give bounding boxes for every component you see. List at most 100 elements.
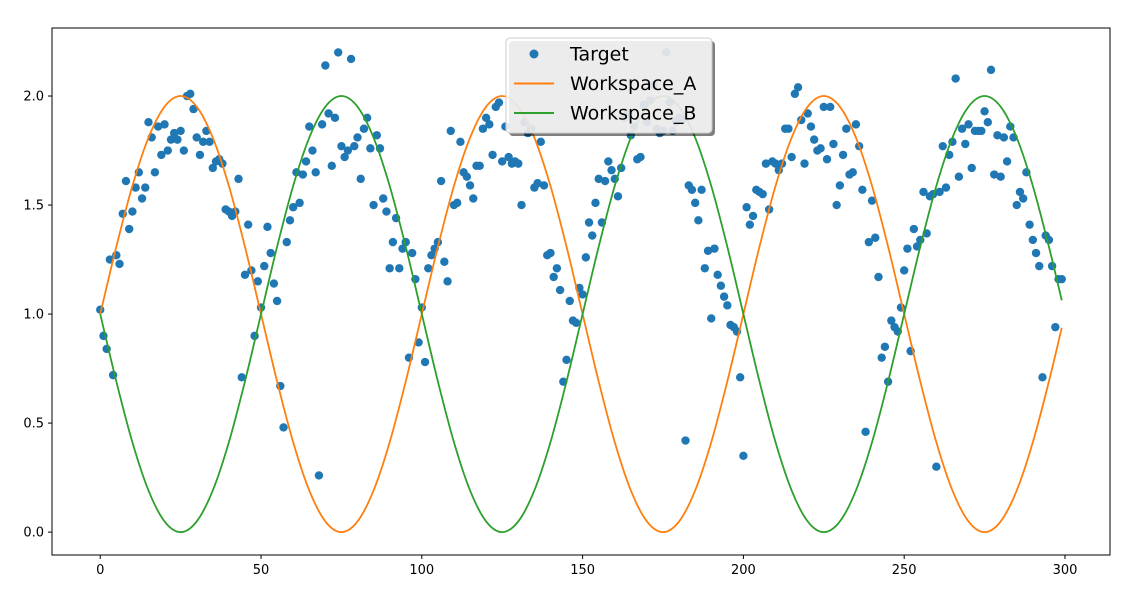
target-point [581,253,591,262]
target-point [334,48,343,57]
target-point [436,176,446,186]
target-point [198,137,208,147]
target-point [517,200,526,210]
target-point [690,198,700,208]
line-workspace-b [99,95,1063,534]
target-point [703,246,713,256]
legend-box [505,37,713,134]
target-point [305,122,314,131]
target-point [935,187,944,197]
target-point [366,144,375,153]
target-point [157,150,166,160]
target-point [514,159,523,168]
legend-marker [529,49,539,59]
target-point [1038,373,1047,382]
target-point [742,203,751,212]
target-point [124,224,134,234]
y-tick-label: 2.0 [23,90,44,105]
target-point [816,144,825,153]
target-point [301,157,311,166]
target-point [427,250,436,260]
target-point [899,266,909,275]
target-point [954,172,964,181]
target-point [986,65,996,75]
target-point [469,194,478,203]
target-point [887,316,896,325]
x-tick-label: 150 [570,563,595,578]
target-point [710,244,719,253]
target-point [909,224,919,234]
target-point [317,120,327,129]
target-point [838,150,848,160]
target-point [176,126,185,136]
target-point [420,357,430,367]
target-point [809,135,819,144]
target-point [867,196,877,205]
target-point [681,436,690,445]
target-point [957,124,967,133]
target-point [311,168,320,177]
target-point [578,290,587,299]
target-point [260,261,269,271]
target-point [192,133,201,142]
target-point [694,216,703,225]
target-point [195,150,205,160]
y-tick-label: 1.0 [23,308,44,323]
target-point [488,150,497,160]
target-point [864,237,874,247]
target-point [980,107,989,116]
target-point [793,83,803,92]
target-point [951,74,960,83]
target-point [452,198,462,208]
target-point [189,104,198,114]
ticks: 0 50 100 150 200 250 300 0.0 0.5 1.0 1.5 2.0 [23,90,1077,578]
target-point [1035,261,1044,271]
target-point [298,170,308,179]
target-point [983,117,992,127]
target-point [552,264,562,273]
target-point [787,152,796,162]
x-tick-label: 200 [731,563,756,578]
target-point [327,161,336,171]
target-point [115,259,124,269]
target-point [121,176,131,186]
target-point [314,471,324,480]
target-point [977,126,986,136]
target-point [761,159,771,168]
target-point [800,159,809,168]
target-point [739,451,748,460]
target-point [555,285,565,295]
target-point [1025,220,1034,229]
target-point [346,54,356,64]
target-point [546,248,555,258]
target-point [359,124,369,133]
target-point [465,181,475,190]
target-point [829,139,838,149]
target-point [324,109,333,118]
target-point [272,296,282,306]
target-point [379,194,388,203]
target-point [240,270,250,280]
target-point [993,131,1002,140]
target-point [932,462,941,471]
target-point [494,98,504,107]
target-point [536,137,546,147]
target-point [549,272,558,282]
target-point [340,152,349,162]
target-point [697,185,706,194]
target-point [716,281,726,290]
target-point [822,155,832,164]
target-point [771,159,780,168]
target-point [372,131,381,140]
target-point [343,146,353,155]
target-point [407,248,417,258]
target-point [1051,322,1060,332]
target-point [565,296,574,306]
target-point [748,211,758,221]
target-point [735,373,745,382]
target-point [1015,187,1025,197]
target-point [398,244,407,253]
target-point [141,183,150,192]
target-point [330,113,340,123]
target-point [446,126,455,136]
